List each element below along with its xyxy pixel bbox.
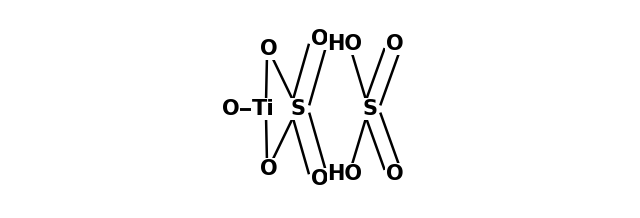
Text: Ti: Ti (252, 99, 275, 119)
Text: O: O (260, 39, 278, 59)
Text: O: O (311, 169, 329, 189)
Text: O: O (311, 29, 329, 49)
Text: O: O (387, 34, 404, 54)
Text: HO: HO (328, 164, 363, 184)
Text: O: O (387, 164, 404, 184)
Text: HO: HO (328, 34, 363, 54)
Text: S: S (291, 99, 306, 119)
Text: O: O (260, 159, 278, 179)
Text: S: S (363, 99, 378, 119)
Text: O: O (222, 99, 239, 119)
